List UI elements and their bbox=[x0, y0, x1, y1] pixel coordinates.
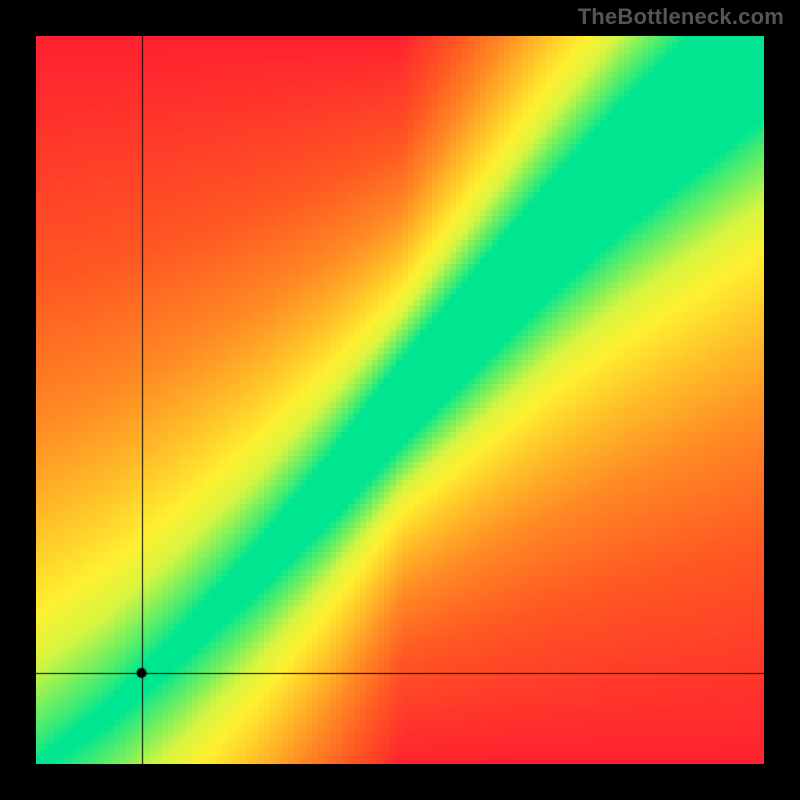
crosshair-overlay bbox=[36, 36, 764, 764]
chart-frame: TheBottleneck.com bbox=[0, 0, 800, 800]
watermark-text: TheBottleneck.com bbox=[578, 4, 784, 30]
